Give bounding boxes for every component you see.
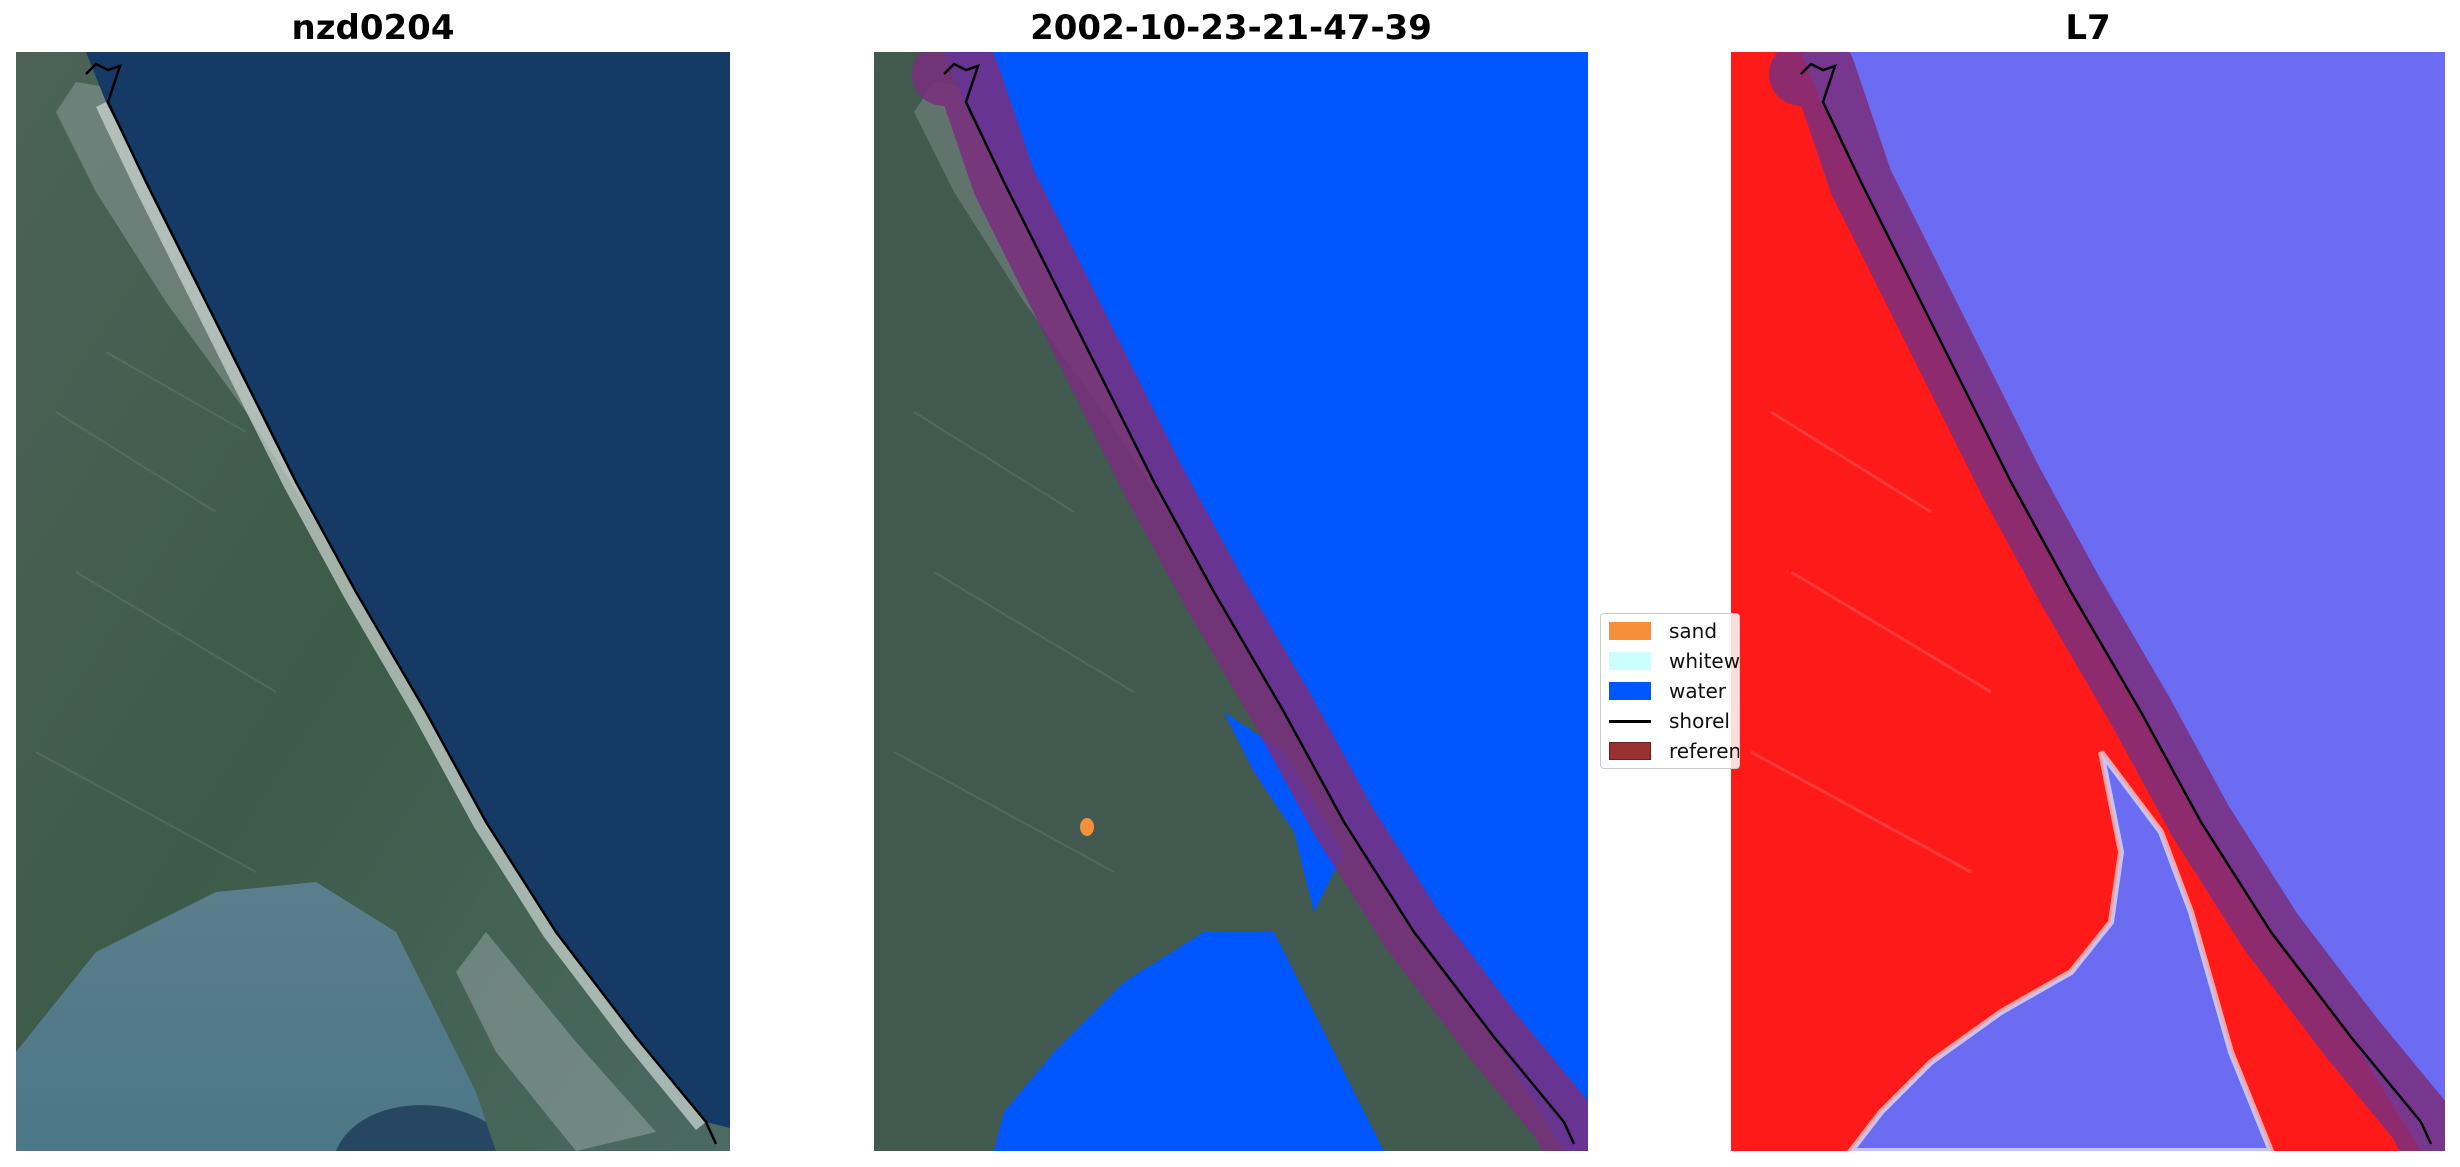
rgb-satellite-image (16, 52, 730, 1151)
legend-item-water: water (1609, 678, 1726, 704)
panel-title-3: L7 (2065, 8, 2111, 48)
legend-label-shoreline: shorel (1669, 709, 1730, 733)
legend-item-shoreline: shorel (1609, 708, 1730, 734)
legend: sand whitew water shorel referen (1600, 613, 1740, 769)
panel-title-1: nzd0204 (291, 8, 455, 48)
index-image (1731, 52, 2445, 1151)
reference-swatch (1609, 742, 1651, 760)
index-panel (1731, 52, 2445, 1151)
classification-image (874, 52, 1588, 1151)
legend-label-sand: sand (1669, 619, 1718, 643)
legend-item-whitewater: whitew (1609, 648, 1740, 674)
classification-panel (874, 52, 1588, 1151)
rgb-image-panel (16, 52, 730, 1151)
whitewater-swatch (1609, 652, 1651, 670)
shoreline-line-3 (1800, 62, 2433, 1145)
legend-label-reference: referen (1669, 739, 1740, 763)
water-swatch (1609, 682, 1651, 700)
legend-label-whitewater: whitew (1669, 649, 1740, 673)
panel-title-2: 2002-10-23-21-47-39 (1030, 8, 1432, 48)
legend-label-water: water (1669, 679, 1726, 703)
shoreline-line (85, 62, 718, 1145)
shoreline-line-2 (943, 62, 1576, 1145)
shoreline-swatch (1609, 719, 1651, 723)
legend-item-reference: referen (1609, 738, 1740, 764)
sand-swatch (1609, 622, 1651, 640)
legend-item-sand: sand (1609, 618, 1717, 644)
